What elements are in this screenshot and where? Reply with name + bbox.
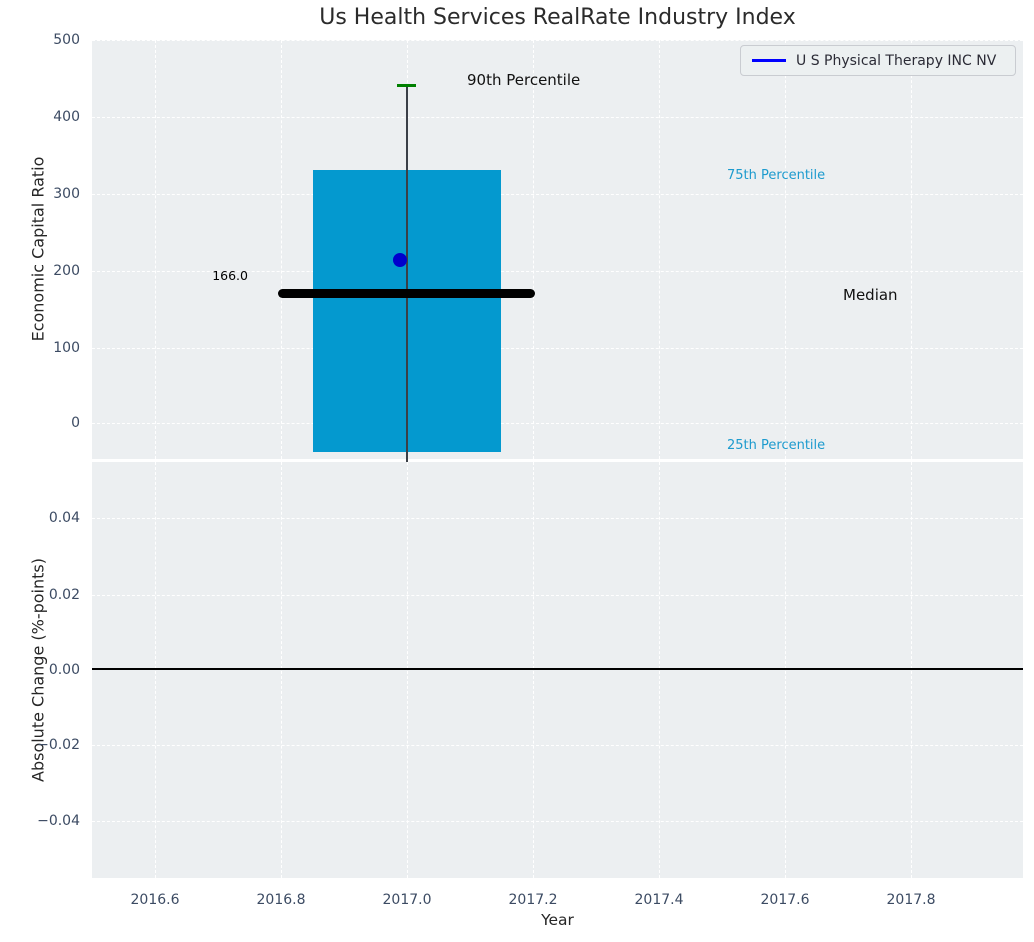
gridline	[92, 117, 1023, 118]
gridline	[92, 194, 1023, 195]
gridline	[92, 348, 1023, 349]
legend: U S Physical Therapy INC NV	[740, 45, 1016, 76]
gridline	[92, 423, 1023, 424]
gridline	[155, 462, 156, 878]
y-tick-label: 0.04	[48, 510, 80, 526]
p25-annotation: 25th Percentile	[727, 438, 826, 453]
top-plot-area: 90th Percentile 75th Percentile Median 2…	[92, 40, 1023, 498]
gridline	[785, 462, 786, 878]
gridline	[659, 462, 660, 878]
y-tick-label: −0.04	[37, 813, 80, 829]
x-tick-label: 2016.6	[130, 892, 180, 908]
x-tick-label: 2017.0	[382, 892, 432, 908]
y-tick-label: 100	[53, 340, 80, 356]
zero-reference-line	[92, 668, 1023, 670]
gridline	[155, 40, 156, 459]
gridline	[281, 40, 282, 459]
gridline	[659, 40, 660, 459]
y-tick-label: 0.02	[48, 587, 80, 603]
gridline	[92, 271, 1023, 272]
chart-title: Us Health Services RealRate Industry Ind…	[319, 5, 796, 30]
gridline	[92, 40, 1023, 41]
y-tick-label: 0.00	[48, 662, 80, 678]
median-value-annotation: 166.0	[212, 268, 248, 283]
x-tick-label: 2017.8	[886, 892, 936, 908]
gridline	[533, 462, 534, 878]
p90-cap-mark	[397, 84, 416, 87]
median-line	[278, 289, 535, 298]
gridline	[911, 40, 912, 459]
gridline	[407, 462, 408, 878]
x-tick-label: 2017.4	[634, 892, 684, 908]
y-tick-label: 0	[71, 415, 80, 431]
gridline	[92, 745, 1023, 746]
y-tick-label: 500	[53, 32, 80, 48]
p75-annotation: 75th Percentile	[727, 168, 826, 183]
x-tick-label: 2016.8	[256, 892, 306, 908]
x-tick-label: 2017.2	[508, 892, 558, 908]
gridline	[92, 518, 1023, 519]
p90-annotation: 90th Percentile	[467, 71, 581, 89]
legend-label: U S Physical Therapy INC NV	[796, 52, 997, 69]
bottom-plot-area	[92, 462, 1023, 878]
x-axis-label: Year	[541, 911, 574, 929]
y-tick-label: 200	[53, 263, 80, 279]
y-tick-label: 400	[53, 109, 80, 125]
x-tick-label: 2017.6	[760, 892, 810, 908]
gridline	[281, 462, 282, 878]
legend-line-swatch-icon	[752, 59, 786, 62]
gridline	[533, 40, 534, 459]
company-data-point	[393, 253, 407, 267]
y-tick-label: −0.02	[37, 737, 80, 753]
y-tick-label: 300	[53, 186, 80, 202]
gridline	[92, 821, 1023, 822]
gridline	[911, 462, 912, 878]
gridline	[92, 595, 1023, 596]
gridline	[785, 40, 786, 459]
median-annotation: Median	[843, 286, 898, 304]
